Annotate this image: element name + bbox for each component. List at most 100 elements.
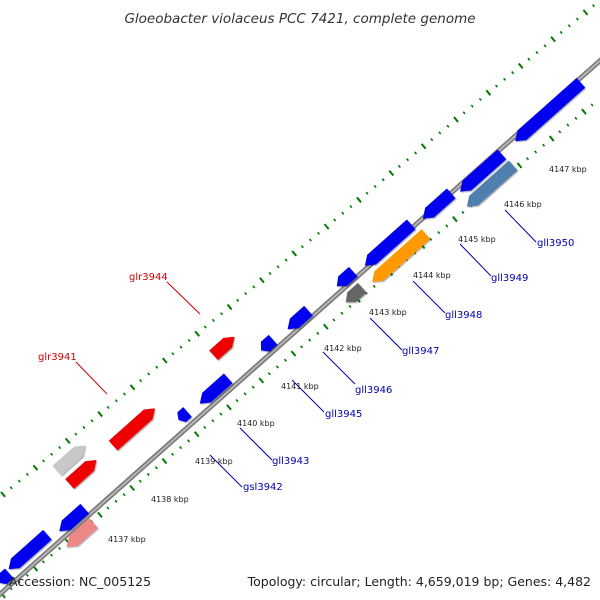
tick-mark <box>517 62 524 70</box>
tick-mark <box>478 97 482 102</box>
gene-arrow[interactable] <box>283 305 313 334</box>
tick-mark <box>97 411 103 418</box>
gene-labels: glr3941 glr3944 gsl3942 gll3943 gll3945 … <box>38 238 574 493</box>
tick-mark <box>445 224 449 228</box>
gene-arrow[interactable] <box>257 334 278 355</box>
tick-mark <box>550 36 556 43</box>
tick-mark <box>372 284 376 288</box>
tick-mark <box>356 196 362 203</box>
tick-mark <box>373 184 377 189</box>
tick-mark <box>581 108 587 115</box>
tick-mark <box>244 292 248 296</box>
tick-mark <box>559 30 563 35</box>
gene-arrow[interactable] <box>511 77 586 146</box>
tick-mark <box>333 218 337 222</box>
tick-mark <box>317 231 321 235</box>
tick-mark <box>322 323 329 330</box>
tick-mark <box>129 384 136 391</box>
kbp-scale-labels: 4137 kbp 4138 kbp 4139 kbp 4140 kbp 4141… <box>108 165 587 544</box>
tick-mark <box>348 304 352 309</box>
tick-mark <box>211 419 215 423</box>
gene-label-gll3949[interactable]: gll3949 <box>491 273 528 284</box>
connector-glr3941 <box>75 361 108 395</box>
tick-mark <box>290 350 297 357</box>
connector-gll3946 <box>322 351 356 385</box>
gene-arrow[interactable] <box>418 188 456 224</box>
gene-arrow[interactable] <box>108 404 159 451</box>
gene-arrow[interactable] <box>463 160 518 212</box>
tick-mark <box>283 358 287 362</box>
gene-arrow[interactable] <box>341 282 367 307</box>
tick-mark <box>179 446 183 450</box>
gene-label-glr3944[interactable]: glr3944 <box>129 272 168 283</box>
gene-arrow[interactable] <box>209 332 239 361</box>
tick-mark <box>17 479 21 483</box>
gene-arrow[interactable] <box>361 219 416 271</box>
tick-mark <box>236 298 240 302</box>
tick-mark <box>268 271 272 276</box>
connector-gll3950 <box>504 209 537 243</box>
tick-mark <box>340 311 344 315</box>
gene-label-gll3945[interactable]: gll3945 <box>325 409 362 420</box>
tick-mark <box>534 150 538 154</box>
tick-mark <box>567 24 571 28</box>
tick-mark <box>461 210 465 215</box>
tick-mark <box>203 425 207 430</box>
tick-mark <box>193 431 200 438</box>
tick-mark <box>17 580 21 584</box>
gene-label-gll3943[interactable]: gll3943 <box>272 456 309 467</box>
kbp-label: 4145 kbp <box>458 235 496 244</box>
gene-arrow[interactable] <box>195 373 233 409</box>
tick-mark <box>90 419 94 423</box>
tick-mark <box>114 399 118 403</box>
gene-label-gll3946[interactable]: gll3946 <box>355 385 392 396</box>
gene-arrow[interactable] <box>4 529 52 574</box>
tick-mark <box>32 464 39 471</box>
tick-mark <box>575 17 579 21</box>
gene-arrow[interactable] <box>65 455 101 489</box>
connector-gll3947 <box>369 317 403 351</box>
gene-label-gsl3942[interactable]: gsl3942 <box>243 482 283 493</box>
tick-mark <box>252 285 256 289</box>
gene-arrow[interactable] <box>52 441 89 476</box>
tick-mark <box>511 71 515 75</box>
gene-label-gll3950[interactable]: gll3950 <box>537 238 574 249</box>
gene-arrow[interactable] <box>55 503 90 536</box>
tick-mark <box>516 162 523 169</box>
tick-mark <box>219 412 223 416</box>
tick-mark <box>179 345 183 349</box>
tick-mark <box>9 486 13 490</box>
tick-mark <box>284 258 288 262</box>
kbp-label: 4146 kbp <box>504 200 542 209</box>
kbp-label: 4138 kbp <box>151 495 189 504</box>
tick-mark <box>430 138 434 142</box>
tick-mark <box>388 169 395 177</box>
gene-label-gll3947[interactable]: gll3947 <box>402 346 439 357</box>
tick-mark <box>526 157 530 161</box>
tick-mark <box>129 484 135 492</box>
tick-mark <box>64 437 71 444</box>
tick-mark <box>226 303 233 311</box>
tick-mark <box>161 457 168 465</box>
tick-mark <box>138 479 142 483</box>
gene-arrow[interactable] <box>332 266 358 291</box>
tick-mark <box>341 211 345 215</box>
genome-summary-text: Topology: circular; Length: 4,659,019 bp… <box>247 574 591 589</box>
gene-arrow[interactable] <box>174 407 192 425</box>
gene-arrow[interactable] <box>62 518 98 552</box>
kbp-label: 4144 kbp <box>413 271 451 280</box>
tick-mark <box>420 143 427 150</box>
gene-arrow[interactable] <box>456 149 507 197</box>
tick-mark <box>97 511 103 518</box>
tick-mark <box>122 392 126 396</box>
tick-mark <box>146 472 150 477</box>
gene-arrow[interactable] <box>368 229 431 287</box>
tick-mark <box>0 491 6 498</box>
tick-mark <box>470 104 474 108</box>
gene-label-gll3948[interactable]: gll3948 <box>445 310 482 321</box>
gene-label-glr3941[interactable]: glr3941 <box>38 352 77 363</box>
tick-mark <box>58 546 62 550</box>
gene-arrow[interactable] <box>0 568 14 587</box>
tick-mark <box>82 425 86 430</box>
tick-mark <box>543 44 547 48</box>
